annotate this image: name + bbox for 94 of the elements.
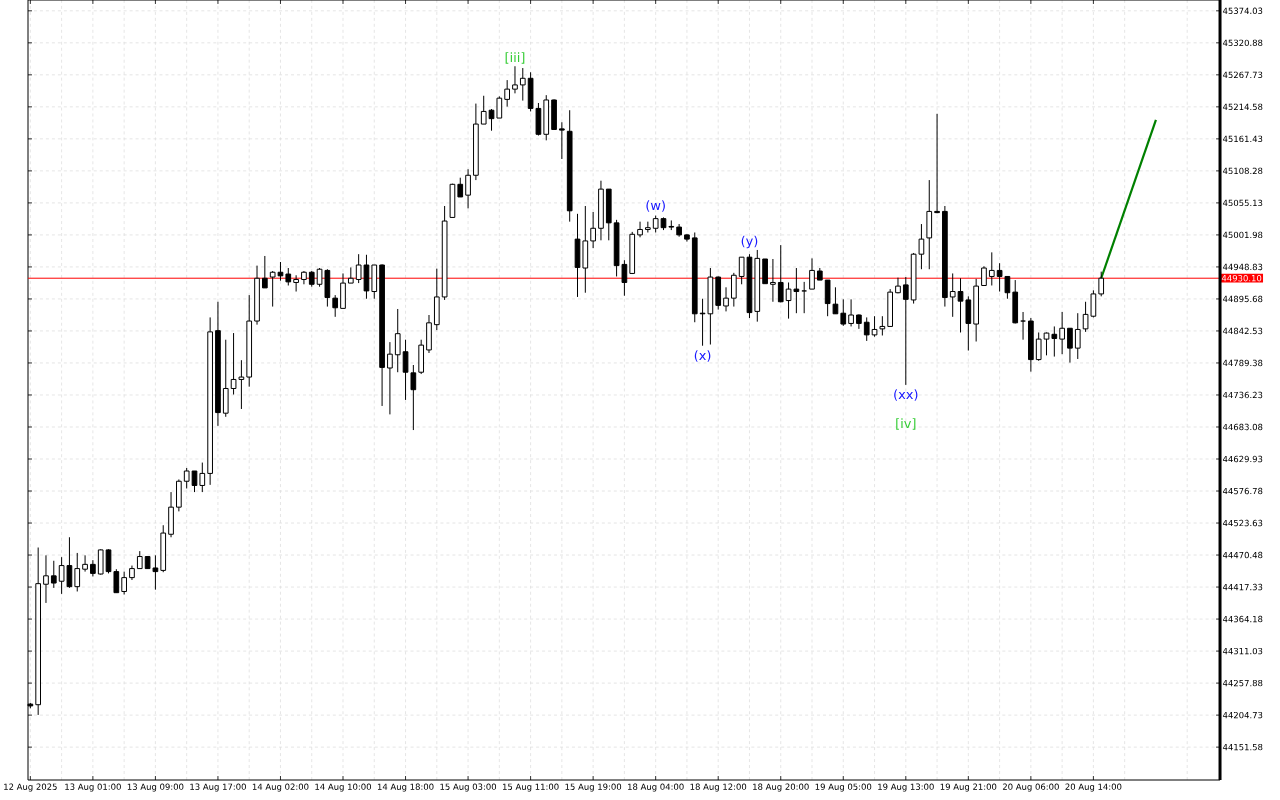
- y-tick-label: 44736.23: [1222, 391, 1263, 399]
- x-tick-label: 15 Aug 11:00: [502, 783, 559, 792]
- y-tick-label: 44789.38: [1222, 359, 1263, 367]
- candlestick: [74, 552, 81, 592]
- candlestick: [199, 462, 206, 493]
- candlestick: [512, 65, 518, 94]
- candlestick: [480, 95, 487, 125]
- candlestick: [504, 79, 510, 108]
- x-tick-label: 18 Aug 04:00: [628, 783, 684, 792]
- candlestick: [121, 571, 127, 595]
- y-tick-label: 44470.48: [1222, 551, 1263, 559]
- candlestick: [645, 221, 651, 233]
- candlestick: [590, 211, 596, 249]
- y-tick-label: 45214.58: [1222, 103, 1263, 111]
- y-tick-label: 45055.13: [1222, 199, 1263, 207]
- candlestick: [262, 255, 268, 289]
- x-tick-label: 20 Aug 06:00: [1002, 783, 1059, 792]
- x-tick-label: 13 Aug 17:00: [190, 783, 246, 792]
- y-tick-label: 44948.83: [1222, 263, 1263, 271]
- candlestick: [1020, 311, 1027, 341]
- x-tick-label: 14 Aug 18:00: [377, 783, 434, 792]
- candlestick: [1098, 271, 1105, 297]
- candlestick: [637, 221, 643, 238]
- candlestick: [43, 554, 49, 604]
- y-tick-label: 44895.68: [1222, 295, 1263, 303]
- y-tick-label: 44576.78: [1222, 487, 1263, 495]
- x-tick-label: 18 Aug 12:00: [690, 783, 747, 792]
- x-tick-label: 14 Aug 02:00: [252, 783, 309, 792]
- candlestick: [387, 341, 393, 415]
- y-tick-label: 44204.73: [1222, 711, 1263, 719]
- x-tick-label: 20 Aug 14:00: [1065, 783, 1122, 792]
- candlestick: [730, 272, 737, 308]
- candlestick: [1051, 325, 1058, 358]
- candlestick: [82, 554, 88, 573]
- candlestick: [863, 316, 870, 342]
- x-tick-label: 15 Aug 03:00: [440, 783, 497, 792]
- candlestick: [50, 560, 57, 589]
- annotation: (w): [646, 200, 665, 212]
- y-tick-label: 45161.43: [1222, 135, 1263, 143]
- annotation: (y): [741, 235, 758, 249]
- y-tick-label: 45374.03: [1222, 7, 1263, 15]
- y-tick-label: 45267.73: [1222, 71, 1263, 79]
- candlestick: [949, 272, 956, 318]
- y-tick-label: 44842.53: [1222, 327, 1263, 335]
- x-tick-label: 19 Aug 05:00: [815, 783, 872, 792]
- candlestick: [332, 294, 339, 318]
- candlestick: [988, 251, 995, 286]
- candlestick: [723, 286, 729, 312]
- y-tick-label: 44683.08: [1222, 423, 1263, 431]
- candlestick: [465, 168, 471, 209]
- x-tick-label: 13 Aug 09:00: [127, 783, 184, 792]
- candlestick: [801, 281, 808, 314]
- candlestick: [1043, 331, 1050, 356]
- candlestick: [840, 298, 847, 327]
- y-tick-label: 45108.28: [1222, 167, 1263, 175]
- x-tick-label: 15 Aug 19:00: [565, 783, 622, 792]
- candlestick: [519, 67, 526, 102]
- candlestick: [902, 276, 909, 386]
- candlestick: [934, 113, 940, 214]
- y-tick-label: 44311.03: [1222, 647, 1263, 655]
- annotation: (x): [694, 350, 711, 362]
- candlestick: [293, 274, 299, 293]
- y-tick-label: 44629.93: [1222, 455, 1263, 463]
- ref-line-label: 44930.10: [1221, 275, 1262, 282]
- candlestick: [1067, 327, 1073, 364]
- y-tick-label: 44523.63: [1222, 519, 1263, 527]
- candlestick: [981, 265, 987, 286]
- y-tick-label: 44257.88: [1222, 679, 1263, 687]
- x-tick-label: 18 Aug 20:00: [753, 783, 809, 792]
- x-tick-label: 14 Aug 10:00: [315, 783, 371, 792]
- candlestick: [809, 257, 815, 290]
- annotation: (xx): [894, 389, 918, 401]
- candlestick: [1035, 331, 1042, 362]
- candlestick: [824, 279, 831, 317]
- candlestick: [832, 286, 839, 315]
- candlestick: [457, 177, 464, 198]
- candlestick: [559, 121, 565, 160]
- x-tick-label: 13 Aug 01:00: [65, 783, 121, 792]
- y-tick-label: 45001.98: [1222, 231, 1263, 239]
- candlestick: [1059, 311, 1065, 355]
- candlestick: [394, 308, 401, 373]
- x-tick-label: 12 Aug 2025: [4, 783, 57, 792]
- x-tick-label: 19 Aug 13:00: [878, 783, 934, 792]
- x-tick-label: 19 Aug 21:00: [940, 783, 997, 792]
- candlestick: [777, 244, 784, 303]
- annotation: [iii]: [505, 52, 525, 64]
- candlestick: [848, 298, 854, 327]
- y-tick-label: 44364.18: [1222, 615, 1263, 623]
- y-tick-label: 44151.58: [1222, 743, 1263, 751]
- candlestick: [1074, 312, 1081, 360]
- annotation: [iv]: [896, 418, 916, 430]
- y-tick-label: 45320.88: [1222, 39, 1263, 47]
- candlestick: [770, 258, 776, 303]
- y-tick-label: 44417.33: [1222, 583, 1263, 591]
